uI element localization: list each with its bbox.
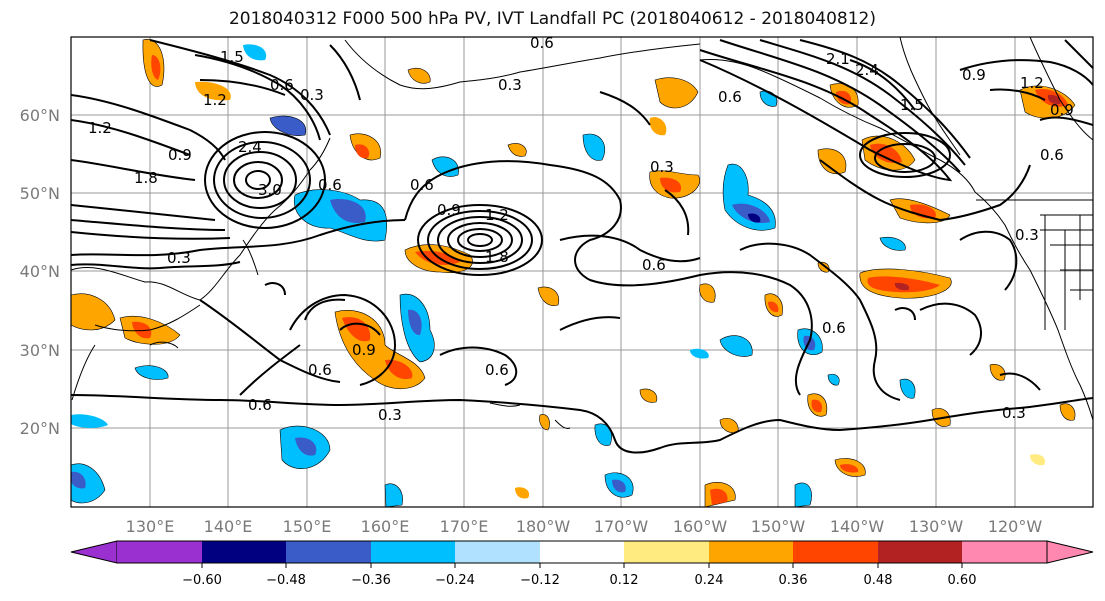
longitude-labels: 130°E 140°E 150°E 160°E 170°E 180°W 170°… xyxy=(126,517,1043,536)
colorbar-bin xyxy=(455,541,540,563)
lon-label: 150°E xyxy=(283,517,332,536)
colorbar-tick: 0.12 xyxy=(610,573,639,588)
colorbar-bin xyxy=(793,541,878,563)
contour-label: 0.9 xyxy=(962,66,986,84)
contour-label: 0.6 xyxy=(318,176,342,194)
contour-label: 0.3 xyxy=(167,249,191,267)
lon-label: 170°E xyxy=(440,517,489,536)
contour-label: 0.6 xyxy=(718,88,742,106)
contour-label: 2.1 xyxy=(826,50,850,68)
latitude-labels: 60°N 50°N 40°N 30°N 20°N xyxy=(20,106,60,438)
colorbar-tick: −0.48 xyxy=(266,573,306,588)
lat-label: 20°N xyxy=(20,419,60,438)
contour-label: 0.3 xyxy=(498,76,522,94)
colorbar-tick: −0.24 xyxy=(435,573,475,588)
colorbar-extend-max xyxy=(1046,540,1094,564)
colorbar-tick: 0.36 xyxy=(779,573,808,588)
contour-label: 0.6 xyxy=(248,396,272,414)
contour-label: 0.6 xyxy=(270,76,294,94)
contour-label: 1.5 xyxy=(900,96,924,114)
lon-label: 120°W xyxy=(988,517,1043,536)
contour-label: 1.2 xyxy=(485,206,509,224)
colorbar: −0.60 −0.48 −0.36 −0.24 −0.12 0.12 0.24 … xyxy=(70,540,1094,588)
lon-label: 160°E xyxy=(361,517,410,536)
contour-label: 1.8 xyxy=(485,248,509,266)
contour-label: 0.6 xyxy=(642,256,666,274)
contour-label: 0.3 xyxy=(1002,404,1026,422)
lon-label: 140°W xyxy=(830,517,885,536)
colorbar-tick: 0.24 xyxy=(695,573,724,588)
contour-label: 0.9 xyxy=(1050,101,1074,119)
colorbar-bin xyxy=(117,541,202,563)
contour-label: 1.5 xyxy=(220,48,244,66)
contour-label: 0.3 xyxy=(378,406,402,424)
contour-label: 1.2 xyxy=(203,91,227,109)
contour-label: 0.3 xyxy=(300,86,324,104)
colorbar-tick: −0.36 xyxy=(351,573,391,588)
ivt-shading xyxy=(71,39,1076,507)
colorbar-bin xyxy=(286,541,371,563)
colorbar-tick: 0.60 xyxy=(948,573,977,588)
lat-label: 30°N xyxy=(20,341,60,360)
colorbar-bin xyxy=(709,541,793,563)
colorbar-bin xyxy=(878,541,962,563)
contour-label: 0.9 xyxy=(437,201,461,219)
contour-label: 1.2 xyxy=(88,119,112,137)
colorbar-bin xyxy=(202,541,286,563)
contour-label: 3.0 xyxy=(258,181,282,199)
colorbar-bin xyxy=(540,541,624,563)
lat-label: 40°N xyxy=(20,262,60,281)
contour-label: 0.9 xyxy=(168,146,192,164)
contour-labels: 1.5 1.8 1.2 0.9 1.2 2.4 3.0 0.6 0.3 0.6 … xyxy=(88,34,1074,424)
colorbar-tick: 0.48 xyxy=(864,573,893,588)
contour-label: 0.3 xyxy=(1015,226,1039,244)
lat-label: 50°N xyxy=(20,184,60,203)
lon-label: 140°E xyxy=(204,517,253,536)
lon-label: 130°W xyxy=(909,517,964,536)
colorbar-tick: −0.60 xyxy=(182,573,222,588)
lon-label: 180°W xyxy=(516,517,571,536)
contour-label: 1.8 xyxy=(134,169,158,187)
map-title: 2018040312 F000 500 hPa PV, IVT Landfall… xyxy=(228,9,876,29)
contour-label: 0.6 xyxy=(530,34,554,52)
lon-label: 160°W xyxy=(673,517,728,536)
contour-label: 0.6 xyxy=(485,361,509,379)
map-border xyxy=(70,36,1094,508)
lon-label: 130°E xyxy=(126,517,175,536)
colorbar-extend-min xyxy=(70,540,118,564)
lat-label: 60°N xyxy=(20,106,60,125)
colorbar-bin xyxy=(962,541,1047,563)
contour-label: 0.6 xyxy=(308,361,332,379)
lon-label: 150°W xyxy=(751,517,806,536)
contour-label: 0.6 xyxy=(1040,146,1064,164)
colorbar-tick: −0.12 xyxy=(520,573,560,588)
contour-label: 0.6 xyxy=(410,176,434,194)
lon-label: 170°W xyxy=(594,517,649,536)
contour-label: 0.6 xyxy=(822,319,846,337)
contour-label: 1.2 xyxy=(1020,74,1044,92)
colorbar-bin xyxy=(371,541,455,563)
coastlines xyxy=(71,37,1093,429)
contour-label: 2.4 xyxy=(855,61,879,79)
map-panel: 1.5 1.8 1.2 0.9 1.2 2.4 3.0 0.6 0.3 0.6 … xyxy=(70,34,1094,508)
contour-label: 2.4 xyxy=(238,138,262,156)
contour-label: 0.9 xyxy=(352,341,376,359)
pv-contours xyxy=(71,39,1093,454)
colorbar-bin xyxy=(624,541,709,563)
contour-label: 0.3 xyxy=(650,158,674,176)
